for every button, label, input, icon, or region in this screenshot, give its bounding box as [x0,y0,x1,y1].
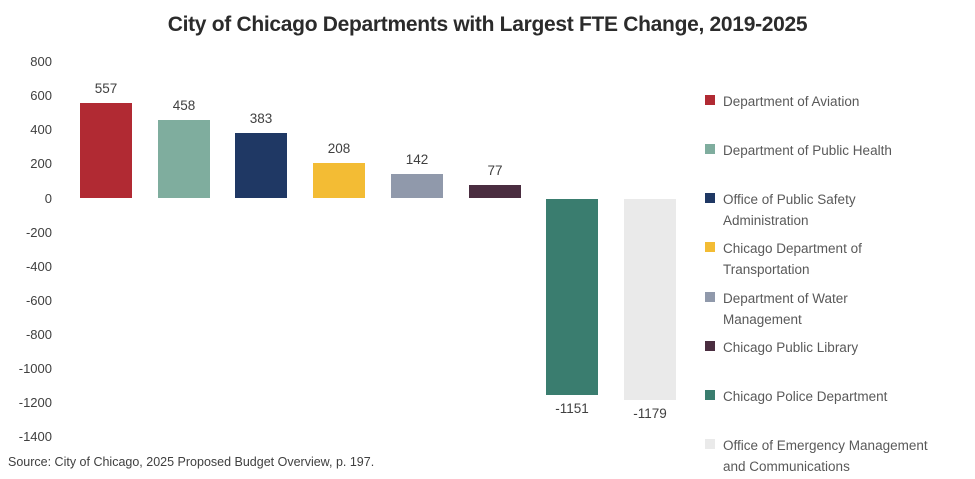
chart-title: City of Chicago Departments with Largest… [167,13,808,36]
legend-item-6: Chicago Police Department [705,386,967,407]
y-tick-label: -800 [25,326,52,342]
legend-item-5: Chicago Public Library [705,337,967,358]
y-tick-label: 600 [30,88,52,104]
y-tick-label: 800 [30,54,52,70]
bar-value-label: 458 [172,98,196,113]
legend-swatch-icon [705,144,715,154]
legend-swatch-icon [705,193,715,203]
bar-value-label: 208 [327,141,351,156]
bar-7 [624,199,676,400]
legend-swatch-icon [705,95,715,105]
bar-value-label: 77 [487,163,503,178]
legend-label: Chicago Public Library [723,340,859,355]
legend-label: Department of Water Management [723,291,848,327]
bar-3 [313,163,365,198]
bar-value-label: -1151 [555,401,589,416]
legend-label: Department of Aviation [723,94,860,109]
y-tick-label: 200 [30,156,52,172]
y-tick-label: -600 [25,292,52,308]
y-tick-label: 400 [30,122,52,138]
y-tick-label: -1200 [18,395,52,411]
bar-5 [469,185,521,198]
legend-label: Office of Public Safety Administration [723,192,856,228]
bar-value-label: -1179 [633,406,667,421]
legend-item-4: Department of Water Management [705,288,967,330]
bar-value-label: 142 [405,152,429,167]
bar-6 [546,199,598,395]
legend-swatch-icon [705,292,715,302]
y-tick-label: -1000 [18,361,52,376]
bar-1 [158,120,210,198]
bar-value-label: 557 [94,81,118,96]
legend-item-0: Department of Aviation [705,91,967,112]
legend-label: Department of Public Health [723,143,892,158]
y-tick-label: 0 [44,190,52,206]
legend-item-1: Department of Public Health [705,140,967,161]
legend-swatch-icon [705,242,715,252]
y-tick-label: -400 [25,258,52,274]
bar-4 [391,174,443,198]
bar-value-label: 383 [249,111,273,126]
legend-item-7: Office of Emergency Management and Commun… [705,435,967,477]
legend-label: Office of Emergency Management and Commun… [723,438,928,474]
legend-label: Chicago Department of Transportation [723,241,862,277]
legend-label: Chicago Police Department [723,389,888,404]
bar-0 [80,103,132,198]
y-tick-label: -1400 [18,429,52,445]
legend-swatch-icon [705,390,715,400]
bar-2 [235,133,287,198]
source-note: Source: City of Chicago, 2025 Proposed B… [8,455,375,469]
legend-swatch-icon [705,439,715,449]
legend-item-3: Chicago Department of Transportation [705,238,967,280]
legend-item-2: Office of Public Safety Administration [705,189,967,231]
legend-swatch-icon [705,341,715,351]
y-tick-label: -200 [25,224,52,240]
